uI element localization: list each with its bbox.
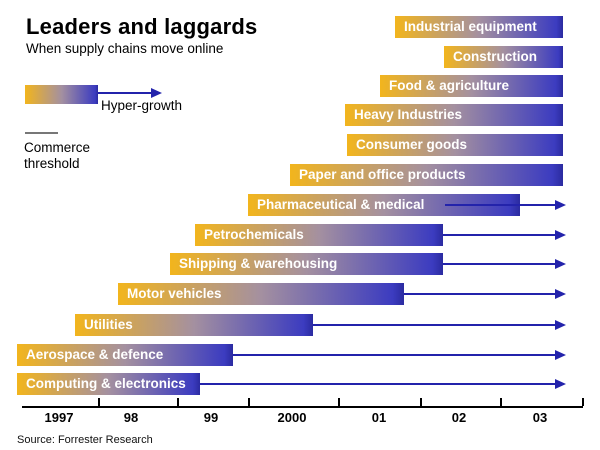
year-label-01: 01 [371,410,387,425]
axis-tick [98,398,100,406]
industry-bar-utilities: Utilities [75,314,313,336]
growth-arrow-line [443,234,555,236]
industry-bar-shipping-warehousing: Shipping & warehousing [170,253,443,275]
hyper-growth-gradient-swatch [25,85,98,104]
industry-bar-label: Computing & electronics [26,376,186,391]
industry-bar-label: Paper and office products [299,167,466,182]
industry-bar-label: Motor vehicles [127,286,222,301]
growth-arrow-line [445,204,555,206]
industry-bar-paper-and-office-products: Paper and office products [290,164,563,186]
axis-tick [582,398,584,406]
growth-arrow-icon [555,289,566,299]
growth-arrow-line [313,324,555,326]
hyper-growth-arrow-line [98,92,152,94]
industry-bar-computing-electronics: Computing & electronics [17,373,200,395]
axis-tick [177,398,179,406]
industry-bar-aerospace-defence: Aerospace & defence [17,344,233,366]
year-label-02: 02 [451,410,467,425]
axis-tick [420,398,422,406]
year-label-03: 03 [532,410,548,425]
industry-bar-label: Heavy Industries [354,107,463,122]
industry-bar-label: Industrial equipment [404,19,537,34]
industry-bar-label: Construction [453,49,537,64]
industry-bar-label: Petrochemicals [204,227,304,242]
industry-bar-label: Pharmaceutical & medical [257,197,425,212]
hyper-growth-arrow-icon [151,88,162,98]
growth-arrow-icon [555,350,566,360]
industry-bar-construction: Construction [444,46,563,68]
growth-arrow-line [404,293,555,295]
industry-bar-label: Food & agriculture [389,78,510,93]
year-label-2000: 2000 [277,410,307,425]
growth-arrow-line [443,263,555,265]
growth-arrow-line [233,354,555,356]
growth-arrow-icon [555,230,566,240]
industry-bar-motor-vehicles: Motor vehicles [118,283,404,305]
commerce-threshold-line [25,132,58,134]
growth-arrow-icon [555,320,566,330]
x-axis-line [22,406,583,408]
source-credit: Source: Forrester Research [17,434,153,446]
industry-bar-food-agriculture: Food & agriculture [380,75,563,97]
hyper-growth-label: Hyper-growth [101,98,183,113]
industry-bar-label: Consumer goods [356,137,468,152]
chart-title: Leaders and laggards [26,14,258,39]
industry-bar-heavy-industries: Heavy Industries [345,104,563,126]
industry-bar-label: Aerospace & defence [26,347,164,362]
year-label-98: 98 [123,410,139,425]
growth-arrow-icon [555,379,566,389]
year-label-99: 99 [203,410,219,425]
industry-bar-label: Shipping & warehousing [179,256,338,271]
chart-subtitle: When supply chains move online [26,41,224,56]
industry-bar-pharmaceutical-medical: Pharmaceutical & medical [248,194,520,216]
industry-bar-label: Utilities [84,317,133,332]
commerce-threshold-label: Commerce threshold [24,140,91,172]
industry-bar-petrochemicals: Petrochemicals [195,224,443,246]
industry-bar-industrial-equipment: Industrial equipment [395,16,563,38]
axis-tick [338,398,340,406]
industry-bar-consumer-goods: Consumer goods [347,134,563,156]
growth-arrow-icon [555,259,566,269]
growth-arrow-line [200,383,555,385]
growth-arrow-icon [555,200,566,210]
year-label-1997: 1997 [44,410,74,425]
axis-tick [248,398,250,406]
axis-tick [500,398,502,406]
